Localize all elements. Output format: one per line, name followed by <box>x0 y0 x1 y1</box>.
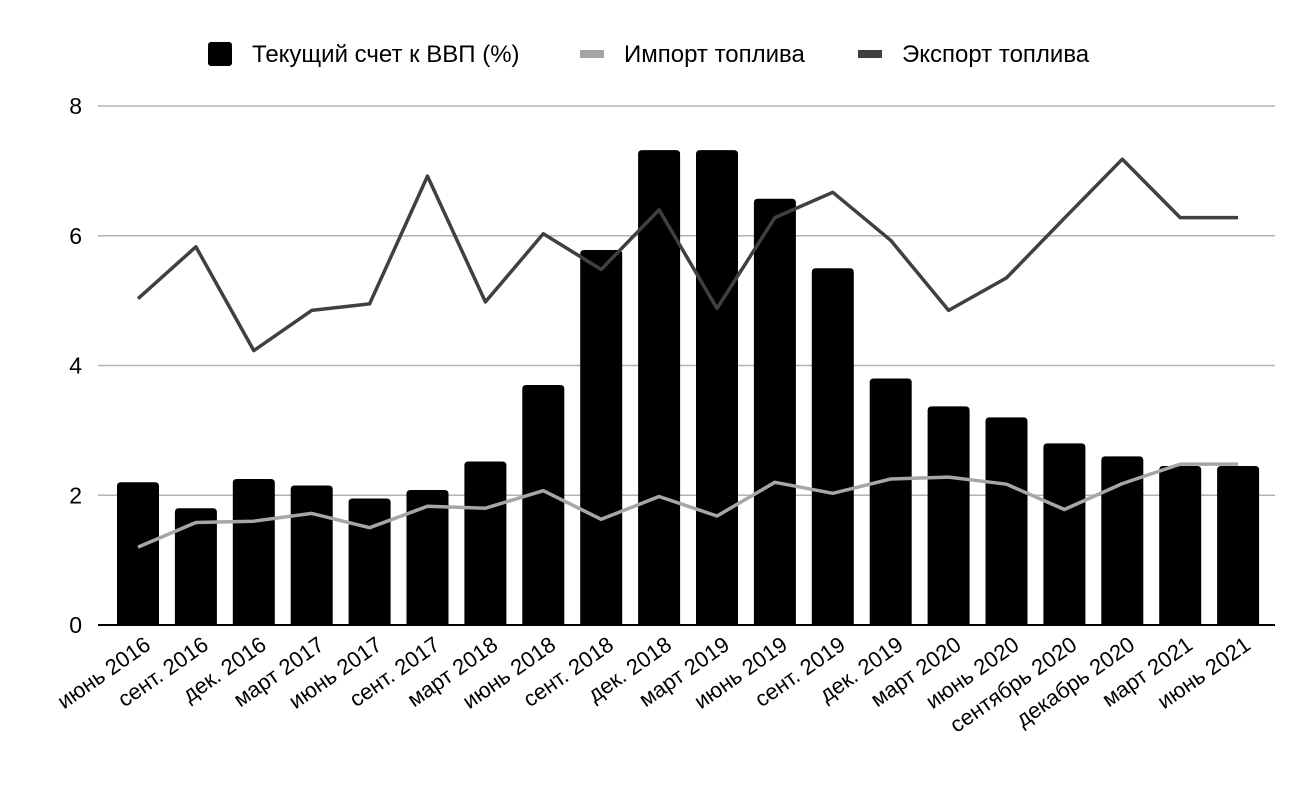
line-series <box>136 157 1239 549</box>
bar <box>174 508 217 625</box>
legend-swatch-fuel-import <box>580 50 604 58</box>
bar <box>348 498 391 625</box>
series-line-fuel-export <box>136 157 1239 353</box>
series-line-fuel-import <box>137 462 1239 549</box>
legend-label-current-account: Текущий счет к ВВП (%) <box>252 41 520 68</box>
y-tick-label: 6 <box>69 223 82 249</box>
bar <box>696 150 738 626</box>
bar <box>927 406 970 625</box>
bar <box>1101 456 1144 625</box>
bar <box>985 417 1028 625</box>
bar <box>811 268 854 625</box>
bar <box>290 485 333 625</box>
y-tick-label: 2 <box>69 482 82 508</box>
bar <box>1217 466 1260 625</box>
bar-series <box>117 150 1260 626</box>
bar <box>638 150 681 626</box>
bar <box>117 482 159 625</box>
y-tick-label: 0 <box>69 612 82 638</box>
bar <box>580 250 623 625</box>
bar <box>464 461 507 625</box>
legend: Текущий счет к ВВП (%) Импорт топлива Эк… <box>208 41 1090 68</box>
y-axis-ticks: 0 2 4 6 8 <box>69 93 82 638</box>
bar <box>753 198 796 626</box>
legend-item-current-account: Текущий счет к ВВП (%) <box>208 41 520 68</box>
bar <box>406 490 449 625</box>
legend-swatch-current-account <box>208 42 232 66</box>
bar <box>522 384 565 625</box>
bar <box>869 378 912 625</box>
legend-item-fuel-export: Экспорт топлива <box>858 41 1090 68</box>
legend-item-fuel-import: Импорт топлива <box>580 41 806 68</box>
legend-label-fuel-import: Импорт топлива <box>624 41 806 68</box>
y-tick-label: 4 <box>69 353 82 379</box>
bar <box>1043 443 1086 625</box>
legend-swatch-fuel-export <box>858 50 882 58</box>
y-tick-label: 8 <box>69 93 82 119</box>
gridlines <box>98 105 1275 496</box>
bar <box>232 479 275 625</box>
legend-label-fuel-export: Экспорт топлива <box>902 41 1090 68</box>
bar <box>1159 466 1202 625</box>
